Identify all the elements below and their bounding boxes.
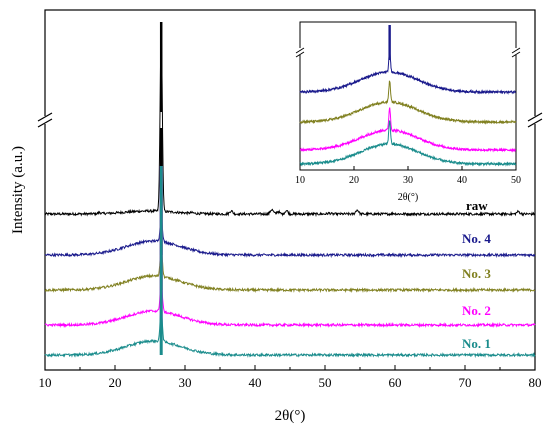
inset-x-tick-label: 20 — [349, 175, 359, 186]
inset-series-line-no-3 — [299, 80, 517, 125]
series-line-no-1 — [44, 307, 536, 359]
inset-break-mark — [295, 47, 305, 54]
series-line-raw — [44, 31, 536, 218]
x-axis-ticks: 10 20 30 40 50 60 70 80 — [39, 365, 542, 390]
series-label-no-4: No. 4 — [462, 231, 491, 246]
inset: 10 20 30 40 50 2θ(°) — [295, 21, 521, 203]
inset-series-line-no-1 — [299, 120, 517, 167]
x-tick-label: 30 — [179, 375, 192, 390]
x-tick-label: 80 — [529, 375, 542, 390]
inset-x-axis-ticks: 10 20 30 40 50 — [295, 166, 521, 186]
y-axis-title: Intensity (a.u.) — [10, 146, 26, 234]
axis-break-right — [527, 112, 543, 128]
inset-x-axis-title: 2θ(°) — [398, 192, 418, 203]
series-label-no-2: No. 2 — [462, 303, 491, 318]
x-tick-label: 10 — [39, 375, 52, 390]
inset-break-mark — [295, 51, 305, 58]
inset-break-mark — [511, 47, 521, 54]
x-tick-label: 60 — [389, 375, 402, 390]
inset-x-tick-label: 30 — [403, 175, 413, 186]
inset-x-tick-label: 50 — [511, 175, 521, 186]
main-series-group — [44, 22, 536, 359]
inset-break-gap — [512, 48, 520, 55]
x-tick-label: 70 — [459, 375, 472, 390]
axis-break-left — [37, 112, 53, 128]
x-tick-label: 40 — [249, 375, 262, 390]
inset-series-group — [295, 25, 521, 167]
series-label-no-3: No. 3 — [462, 266, 491, 281]
series-line-no-4 — [44, 212, 536, 259]
x-tick-label: 20 — [109, 375, 122, 390]
inset-x-tick-label: 10 — [295, 175, 305, 186]
inset-x-tick-label: 40 — [457, 175, 467, 186]
series-label-raw: raw — [466, 198, 488, 213]
series-label-no-1: No. 1 — [462, 336, 491, 351]
inset-series-line-no-4 — [299, 51, 517, 95]
inset-series-line-no-2 — [299, 107, 516, 153]
x-tick-label: 50 — [319, 375, 332, 390]
series-line-no-3 — [44, 245, 536, 294]
inset-break-gap — [296, 48, 304, 55]
x-axis-title: 2θ(°) — [275, 408, 306, 424]
series-labels: raw No. 4 No. 3 No. 2 No. 1 — [462, 198, 491, 351]
inset-break-mark — [511, 51, 521, 58]
series-line-no-2 — [44, 279, 536, 329]
